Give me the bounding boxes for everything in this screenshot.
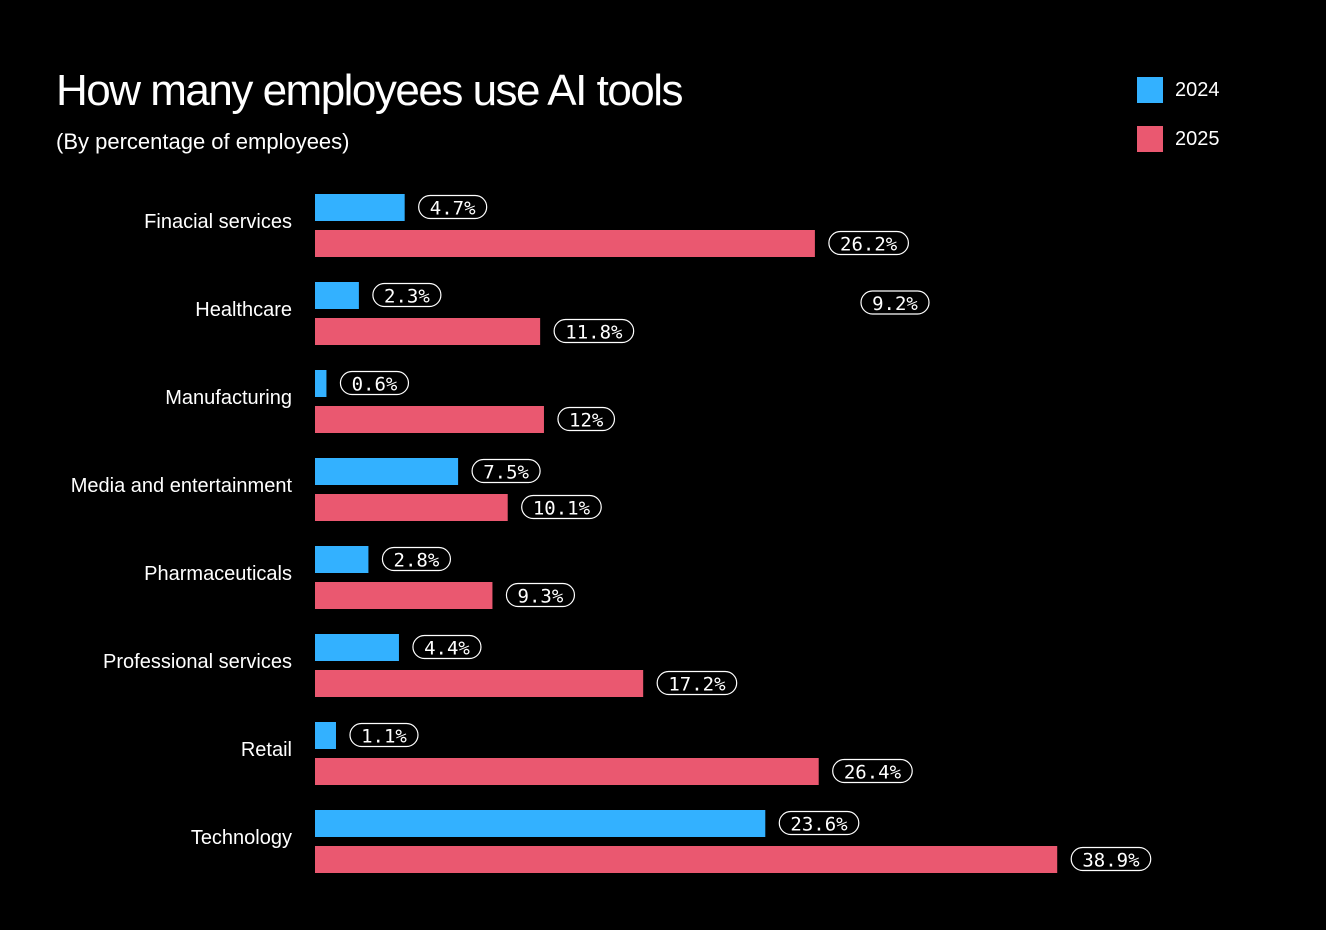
value-label-2025: 26.2%: [840, 234, 898, 256]
stray-value-label-pill: [860, 290, 930, 315]
value-label-2025-pill: [1070, 846, 1152, 872]
bar-2024: [315, 722, 336, 749]
value-label-2024: 1.1%: [361, 726, 407, 748]
value-label-2024-pill: [778, 810, 860, 836]
value-label-2024-pill: [412, 634, 482, 660]
stray-value-label: 9.2%: [872, 293, 918, 315]
value-label-2024: 0.6%: [352, 374, 398, 396]
value-label-2024: 2.3%: [384, 286, 430, 308]
value-label-2025-pill: [557, 406, 616, 432]
category-label: Technology: [191, 827, 292, 849]
bar-2024: [315, 458, 459, 485]
bar-2024: [315, 370, 327, 397]
category-label: Retail: [241, 739, 292, 761]
value-label-2025-pill: [656, 670, 738, 696]
bar-2024: [315, 634, 399, 661]
value-label-2025-pill: [553, 318, 635, 344]
value-label-2024: 4.4%: [424, 638, 470, 660]
category-label: Healthcare: [195, 299, 292, 321]
value-label-2024: 7.5%: [483, 462, 529, 484]
bar-2024: [315, 282, 359, 309]
chart-subtitle: (By percentage of employees): [56, 129, 350, 154]
bar-2025: [315, 494, 508, 521]
bar-2025: [315, 318, 541, 345]
value-label-2024-pill: [471, 458, 541, 484]
value-label-2025: 26.4%: [844, 762, 902, 784]
value-label-2025-pill: [505, 582, 576, 608]
legend-label-2024: 2024: [1175, 79, 1220, 101]
legend-label-2025: 2025: [1175, 128, 1220, 150]
bar-2024: [315, 546, 369, 573]
bar-2025: [315, 758, 819, 785]
bar-2025: [315, 406, 544, 433]
category-label: Manufacturing: [165, 387, 292, 409]
category-label: Media and entertainment: [71, 475, 293, 497]
bar-2025: [315, 846, 1058, 873]
category-label: Pharmaceuticals: [144, 563, 292, 585]
value-label-2024-pill: [372, 282, 442, 308]
category-label: Finacial services: [144, 211, 292, 233]
value-label-2025: 38.9%: [1082, 850, 1140, 872]
category-label: Professional services: [103, 651, 292, 673]
value-label-2025: 11.8%: [565, 322, 623, 344]
value-label-2025: 10.1%: [533, 498, 591, 520]
value-label-2025-pill: [832, 758, 913, 784]
value-label-2025: 9.3%: [518, 586, 564, 608]
value-label-2024-pill: [418, 194, 488, 220]
legend-swatch-2025: [1137, 126, 1163, 152]
value-label-2025-pill: [521, 494, 602, 520]
value-label-2024-pill: [349, 722, 419, 748]
value-label-2024-pill: [339, 370, 410, 396]
bar-2024: [315, 194, 405, 221]
bar-2025: [315, 670, 644, 697]
value-label-2024: 23.6%: [790, 814, 848, 836]
value-label-2024: 4.7%: [430, 198, 476, 220]
value-label-2025-pill: [828, 230, 909, 256]
bar-2024: [315, 810, 766, 837]
value-label-2025: 12%: [569, 410, 604, 432]
bar-2025: [315, 230, 815, 257]
value-label-2025: 17.2%: [668, 674, 726, 696]
value-label-2024-pill: [381, 546, 452, 572]
bar-2025: [315, 582, 493, 609]
legend-swatch-2024: [1137, 77, 1163, 103]
value-label-2024: 2.8%: [394, 550, 440, 572]
chart-title: How many employees use AI tools: [56, 66, 684, 115]
